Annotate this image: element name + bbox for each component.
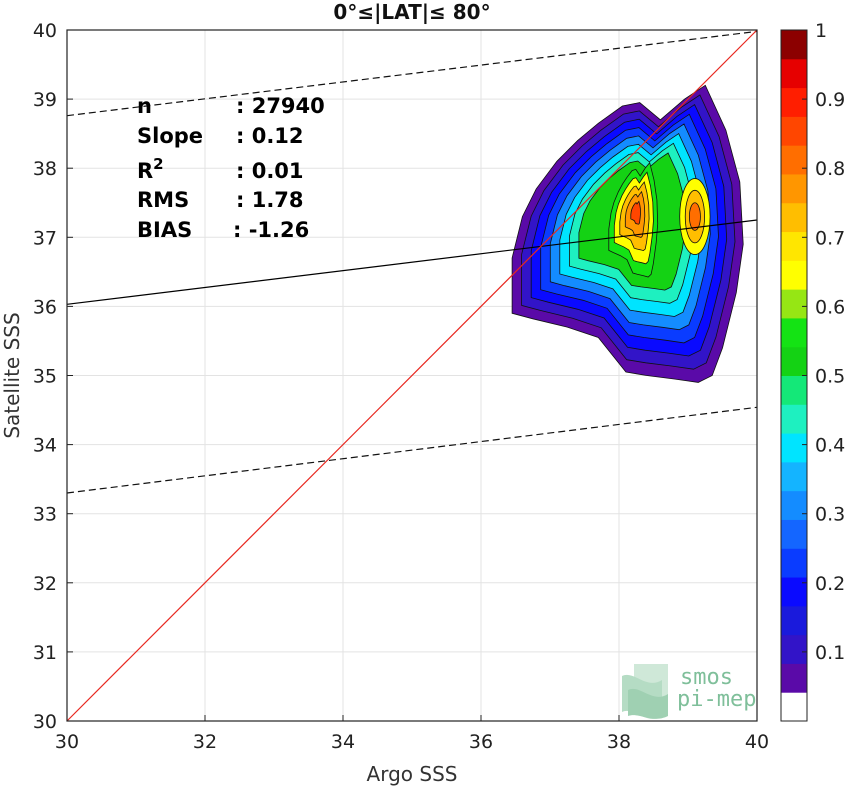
colorbar-swatch [781,260,807,290]
stat-label: BIAS [137,218,192,242]
x-tick-label: 34 [331,731,355,753]
axis-ticks: 30 32 34 36 38 40 30 31 32 33 34 35 36 37 38 39 40 [33,20,769,753]
colorbar-swatch [781,231,807,261]
colorbar-swatch [781,58,807,89]
stat-value: : -1.26 [233,218,309,242]
colorbar-swatch [781,548,807,578]
logo-mark-icon [622,664,668,719]
colorbar-tick-label: 0.7 [815,227,845,249]
x-tick-label: 36 [469,731,493,753]
y-tick-label: 39 [33,89,57,111]
y-tick-label: 40 [33,20,57,42]
x-tick-label: 40 [745,731,769,753]
y-tick-label: 32 [33,573,57,595]
colorbar-tick-label: 0.6 [815,296,845,318]
colorbar-tick-label: 1 [815,20,827,42]
y-tick-label: 37 [33,227,57,249]
stat-label: Slope [137,124,203,148]
colorbar-swatch [781,433,807,463]
stat-value: : 0.12 [236,124,304,148]
colorbar-swatch [781,404,807,434]
y-tick-label: 30 [33,711,57,733]
colorbar-swatch [781,692,807,722]
colorbar-swatch [781,30,807,60]
smos-pi-mep-logo: smos pi-mep [622,664,756,719]
density-contour [630,200,641,225]
density-peak [688,202,701,231]
grid [66,29,758,722]
reference-lines [66,29,758,722]
chart-title: 0°≤|LAT|≤ 80° [333,0,490,24]
colorbar-swatch [781,577,807,607]
colorbar-swatch [781,375,807,405]
colorbar-swatch [781,519,807,549]
stat-label: n [137,94,152,118]
colorbar-swatch [781,202,807,233]
colorbar-tick-label: 0.9 [815,89,845,111]
colorbar-tick-label: 0.2 [815,573,845,595]
colorbar: 0.1 0.2 0.3 0.4 0.5 0.6 0.7 0.8 0.9 1 [780,20,845,722]
colorbar-tick-label: 0.8 [815,158,845,180]
fit-line [66,219,758,305]
y-tick-label: 35 [33,366,57,388]
x-axis-label: Argo SSS [367,762,458,786]
colorbar-swatch [781,605,807,636]
stat-value: : 1.78 [236,188,304,212]
logo-line2: pi-mep [677,687,756,712]
y-tick-label: 34 [33,435,57,457]
logo-line1: smos [680,665,733,690]
colorbar-tick-label: 0.1 [815,642,845,664]
y-axis-label: Satellite SSS [0,312,24,438]
stat-superscript: 2 [153,155,163,173]
identity-line [66,29,758,722]
colorbar-tick-label: 0.4 [815,435,845,457]
x-tick-label: 30 [55,731,79,753]
colorbar-swatch [781,490,807,520]
colorbar-tick-label: 0.3 [815,504,845,526]
colorbar-swatch [781,663,807,693]
x-tick-label: 32 [193,731,217,753]
colorbar-swatch [781,461,807,492]
colorbar-swatch [781,289,807,319]
y-tick-label: 38 [33,158,57,180]
y-tick-label: 36 [33,296,57,318]
colorbar-swatch [781,87,807,117]
x-tick-label: 38 [607,731,631,753]
density-contours [511,84,744,383]
y-tick-label: 33 [33,504,57,526]
dashed-upper-line [66,30,758,117]
colorbar-swatch [781,346,807,376]
colorbar-swatch [781,173,807,204]
colorbar-tick-label: 0.5 [815,366,845,388]
stat-value: : 27940 [236,94,325,118]
y-tick-label: 31 [33,642,57,664]
colorbar-swatch [781,634,807,664]
colorbar-swatch [781,116,807,146]
stat-value: : 0.01 [236,159,304,183]
colorbar-swatch [781,317,807,348]
dashed-lower-line [66,406,758,494]
colorbar-swatch [781,145,807,175]
stat-label: RMS [137,188,189,212]
